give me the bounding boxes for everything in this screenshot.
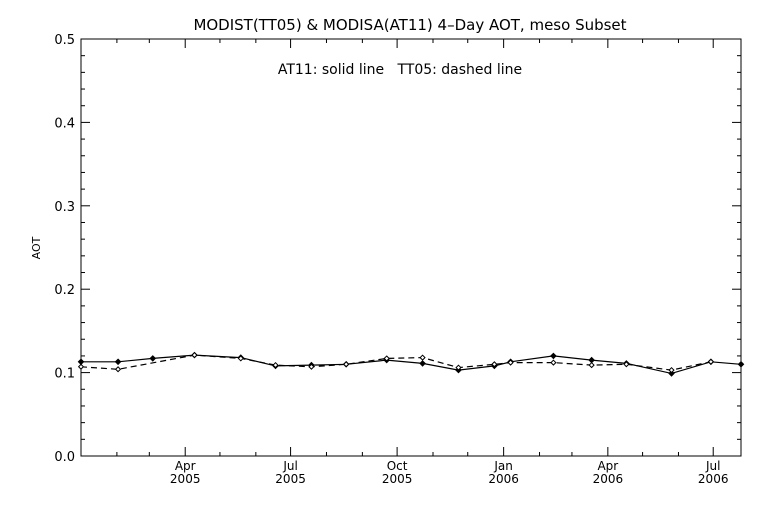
data-point-tt05 <box>419 354 426 361</box>
y-tick-label: 0.4 <box>54 116 75 131</box>
x-tick-label-month: Jan <box>493 459 513 473</box>
data-point-tt05 <box>191 351 198 359</box>
y-tick-label: 0.2 <box>54 283 75 298</box>
data-point-tt05 <box>507 359 514 366</box>
data-point-tt05 <box>668 366 675 374</box>
x-tick-label-year: 2006 <box>488 472 519 486</box>
x-tick-label-year: 2006 <box>593 472 624 486</box>
y-tick-label: 0.1 <box>54 367 75 382</box>
data-point-tt05 <box>114 366 122 373</box>
data-point-tt05 <box>272 361 279 369</box>
data-point-at11 <box>419 360 426 367</box>
data-point-at11 <box>668 370 675 377</box>
x-tick-label-year: 2006 <box>698 472 729 486</box>
data-point-at11 <box>114 358 122 366</box>
data-point-tt05 <box>383 355 390 362</box>
x-axis: Apr2005Jul2005Oct2005Jan2006Apr2006Jul20… <box>116 39 729 486</box>
chart-title: MODIST(TT05) & MODISA(AT11) 4–Day AOT, m… <box>193 16 626 34</box>
x-tick-label-month: Jul <box>282 459 297 473</box>
data-point-tt05 <box>455 364 462 371</box>
x-tick-label-month: Jul <box>705 459 720 473</box>
data-point-tt05 <box>707 358 715 365</box>
chart-annotation: AT11: solid line TT05: dashed line <box>278 62 522 78</box>
x-tick-label-year: 2005 <box>382 472 413 486</box>
plot-frame <box>80 38 742 457</box>
x-tick-label-year: 2005 <box>170 472 201 486</box>
y-tick-label: 0.3 <box>54 200 75 215</box>
x-tick-label-month: Apr <box>175 459 196 473</box>
data-point-at11 <box>550 352 557 360</box>
y-axis-label: AOT <box>30 236 43 259</box>
data-point-at11 <box>737 360 745 368</box>
data-point-tt05 <box>237 355 244 362</box>
x-tick-label-month: Oct <box>387 459 408 473</box>
data-point-at11 <box>149 355 157 362</box>
data-point-at11 <box>77 358 85 366</box>
y-tick-label: 0.0 <box>54 450 75 465</box>
y-tick-label: 0.5 <box>54 33 75 48</box>
data-point-tt05 <box>550 359 557 366</box>
series-group <box>77 351 745 377</box>
data-point-tt05 <box>308 363 315 370</box>
data-point-tt05 <box>588 361 595 369</box>
data-point-tt05 <box>343 361 350 368</box>
y-axis: 0.0 0.1 0.2 0.3 0.4 0.5 <box>54 33 741 465</box>
data-point-tt05 <box>623 361 630 368</box>
data-point-tt05 <box>77 363 85 370</box>
data-point-at11 <box>588 356 595 364</box>
x-tick-label-month: Apr <box>597 459 618 473</box>
data-point-tt05 <box>491 361 498 368</box>
x-tick-label-year: 2005 <box>275 472 306 486</box>
